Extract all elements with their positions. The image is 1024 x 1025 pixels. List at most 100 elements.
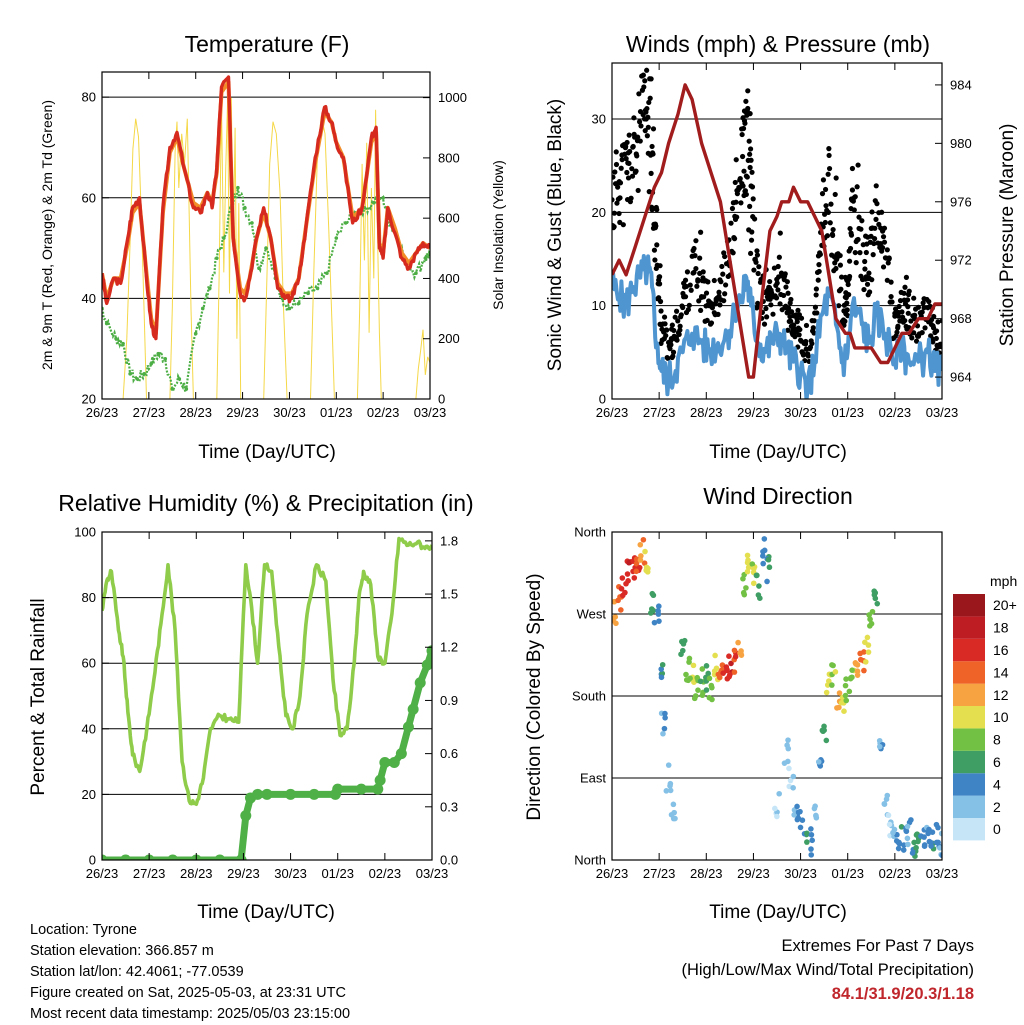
- gust-point: [624, 139, 630, 146]
- direction-point: [854, 668, 861, 675]
- direction-point: [881, 800, 888, 807]
- gust-point: [739, 153, 746, 160]
- direction-point: [865, 642, 872, 648]
- direction-point: [790, 785, 796, 791]
- gust-point: [788, 296, 794, 303]
- gust-point: [620, 222, 626, 228]
- gust-point: [853, 260, 859, 266]
- precip-point: [421, 659, 432, 671]
- gust-point: [680, 304, 686, 311]
- gust-point: [644, 105, 650, 112]
- gust-point: [844, 300, 850, 306]
- gust-point: [905, 310, 911, 316]
- gust-point: [691, 245, 697, 252]
- direction-point: [662, 715, 668, 721]
- direction-point: [836, 690, 843, 696]
- direction-point: [829, 682, 835, 688]
- direction-point: [862, 659, 869, 665]
- gust-point: [783, 284, 789, 290]
- gust-point: [626, 132, 632, 138]
- gust-point: [661, 314, 668, 320]
- gust-point: [763, 305, 769, 312]
- gust-point: [880, 245, 886, 251]
- gust-point: [613, 149, 619, 155]
- direction-point: [706, 694, 713, 701]
- colorbar-swatch: [953, 706, 985, 729]
- direction-point: [618, 585, 625, 592]
- pressure-line: [612, 83, 942, 379]
- colorbar-swatch: [953, 728, 985, 751]
- gust-point: [847, 258, 853, 264]
- gust-point: [704, 317, 710, 324]
- winds-ytick-right-label: 980: [950, 136, 972, 151]
- wdir-xtick-label: 01/23: [831, 866, 864, 881]
- gust-point: [915, 304, 922, 310]
- direction-point: [738, 648, 744, 654]
- gust-point: [623, 156, 629, 162]
- direction-point: [876, 743, 883, 750]
- gust-point: [745, 105, 751, 112]
- gust-point: [792, 334, 798, 340]
- gust-point: [711, 277, 717, 284]
- direction-point: [703, 687, 710, 693]
- direction-point: [791, 812, 797, 818]
- gust-point: [815, 277, 821, 283]
- station-elevation: Station elevation: 366.857 m: [30, 943, 214, 959]
- gust-point: [832, 191, 838, 198]
- gust-point: [902, 317, 908, 324]
- direction-point: [743, 585, 749, 591]
- gust-point: [773, 295, 780, 301]
- wdir-xtick-label: 26/23: [596, 866, 629, 881]
- gust-point: [776, 274, 782, 280]
- gust-point: [646, 99, 652, 106]
- direction-point: [633, 560, 640, 567]
- gust-point: [688, 287, 694, 293]
- gust-point: [627, 148, 633, 155]
- direction-point: [740, 589, 747, 596]
- gust-point: [682, 277, 689, 283]
- gust-point: [624, 169, 630, 176]
- gust-point: [729, 205, 736, 212]
- gust-point: [626, 160, 632, 167]
- gust-point: [641, 84, 647, 90]
- direction-point: [776, 790, 782, 797]
- gust-point: [857, 250, 863, 256]
- gust-point: [748, 157, 754, 163]
- gust-point: [649, 207, 655, 213]
- rh-data-layer: [102, 536, 432, 860]
- direction-point: [765, 556, 772, 563]
- gust-point: [870, 252, 876, 258]
- gust-point: [816, 268, 822, 275]
- gust-point: [879, 209, 885, 215]
- gust-point: [697, 255, 703, 261]
- temperature-xtick-label: 02/23: [367, 405, 400, 420]
- gust-point: [909, 335, 915, 341]
- direction-point: [637, 557, 644, 563]
- gust-point: [734, 214, 740, 220]
- gust-point: [741, 168, 747, 174]
- direction-point: [667, 780, 674, 787]
- direction-point: [760, 553, 766, 559]
- gust-point: [612, 174, 616, 180]
- colorbar-label: 12: [993, 687, 1009, 703]
- direction-point: [928, 843, 934, 849]
- gust-point: [913, 338, 920, 344]
- solar-insolation-line: [102, 97, 430, 399]
- temperature-ytick-label: 20: [82, 392, 96, 407]
- direction-point: [938, 830, 942, 837]
- dewpoint-line: [102, 187, 430, 393]
- gust-point: [658, 308, 664, 314]
- rh-plot-area: 0 20 40 60 80 100 0.0 0.3 0.6 0.9 1.2 1.5 1.8 26/23 27…: [74, 525, 458, 882]
- temperature-xtick-label: 27/23: [133, 405, 166, 420]
- direction-point: [939, 852, 942, 859]
- gust-point: [670, 353, 676, 359]
- gust-point: [691, 269, 697, 276]
- rh-ytick-label: 40: [82, 721, 96, 736]
- gust-point: [935, 319, 941, 325]
- gust-point: [810, 325, 816, 331]
- gust-point: [836, 303, 842, 309]
- colorbar-label: 4: [993, 776, 1001, 792]
- direction-point: [861, 649, 867, 655]
- speed-colorbar: 0 2 4 6 8 10 12 14 16 18 20+: [953, 594, 1017, 841]
